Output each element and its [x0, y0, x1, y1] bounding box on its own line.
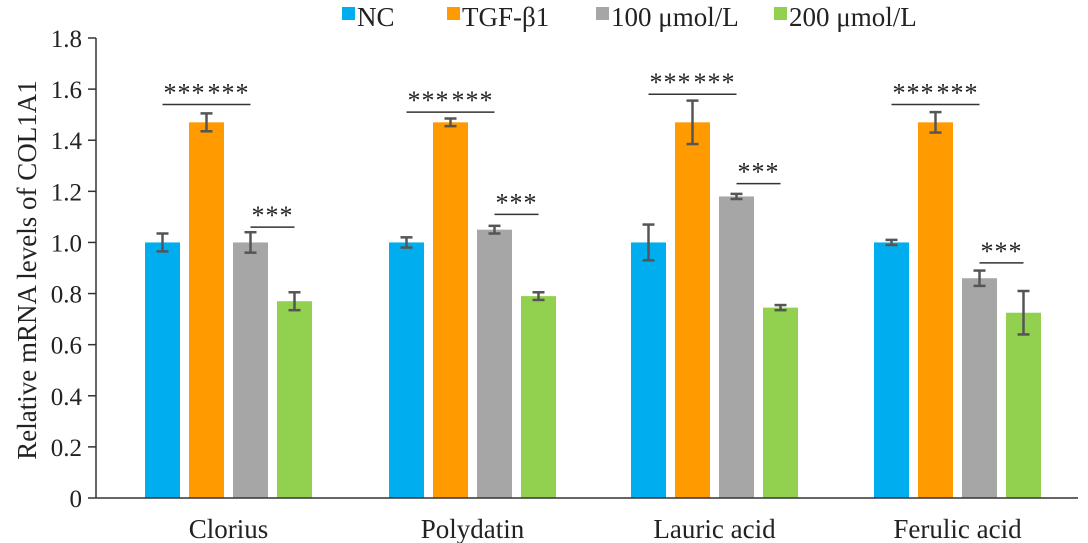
legend: NC TGF-β1 100 μmol/L 200 μmol/L: [342, 2, 917, 32]
bar-0-0: [145, 242, 180, 498]
y-tick-label-1: 0.2: [51, 435, 82, 462]
x-category-label-1: Polydatin: [421, 514, 525, 543]
x-category-label-2: Lauric acid: [653, 514, 776, 543]
significance-label-8: ***: [738, 158, 780, 187]
significance-label-3: ***: [408, 86, 450, 115]
significance-label-0: ***: [164, 78, 206, 107]
significance-label-11: ***: [981, 237, 1023, 266]
x-axis: Clorius Polydatin Lauric acid Ferulic acid: [96, 497, 1078, 543]
legend-label-2: 100 μmol/L: [611, 2, 739, 32]
legend-label-1: TGF-β1: [462, 2, 549, 32]
significance-annotations: *** ********* ********* ********* ******: [162, 68, 1024, 266]
bars: [145, 122, 1041, 498]
bar-1-1: [433, 122, 468, 498]
bar-3-0: [277, 301, 312, 498]
y-axis: 0 0.2 0.4 0.6 0.8 1.0 1.2 1.4 1.6 1.8: [51, 26, 97, 513]
legend-swatch-1: [447, 7, 460, 20]
significance-label-1: ***: [208, 78, 250, 107]
legend-label-3: 200 μmol/L: [789, 2, 917, 32]
bar-2-0: [233, 242, 268, 498]
y-tick-label-8: 1.6: [51, 77, 82, 104]
significance-label-6: ***: [650, 68, 692, 97]
significance-label-10: ***: [937, 78, 979, 107]
y-tick-label-6: 1.2: [51, 179, 82, 206]
y-tick-label-7: 1.4: [51, 128, 83, 155]
significance-label-9: ***: [893, 78, 935, 107]
legend-swatch-3: [774, 7, 787, 20]
significance-label-7: ***: [694, 68, 736, 97]
bar-2-3: [962, 278, 997, 498]
bar-0-1: [389, 242, 424, 498]
bar-3-1: [521, 296, 556, 498]
significance-label-2: ***: [252, 201, 294, 230]
y-tick-label-4: 0.8: [51, 282, 82, 309]
bar-1-0: [189, 122, 224, 498]
legend-label-0: NC: [357, 2, 395, 32]
bar-3-2: [763, 307, 798, 498]
significance-label-5: ***: [496, 188, 538, 217]
y-axis-label: Relative mRNA levels of COL1A1: [12, 80, 42, 459]
y-tick-label-9: 1.8: [51, 26, 82, 53]
y-tick-label-5: 1.0: [51, 230, 82, 257]
y-tick-label-3: 0.6: [51, 333, 82, 360]
y-tick-label-0: 0: [70, 486, 83, 513]
bar-0-2: [631, 242, 666, 498]
bar-1-2: [675, 122, 710, 498]
legend-swatch-0: [342, 7, 355, 20]
bar-2-1: [477, 229, 512, 498]
bar-1-3: [918, 122, 953, 498]
y-tick-label-2: 0.4: [51, 384, 83, 411]
significance-label-4: ***: [452, 86, 494, 115]
x-category-label-3: Ferulic acid: [893, 514, 1022, 543]
bar-0-3: [874, 242, 909, 498]
x-category-label-0: Clorius: [189, 514, 269, 543]
error-bars: [156, 99, 1030, 336]
bar-3-3: [1006, 312, 1041, 498]
legend-swatch-2: [596, 7, 609, 20]
bar-2-2: [719, 196, 754, 498]
